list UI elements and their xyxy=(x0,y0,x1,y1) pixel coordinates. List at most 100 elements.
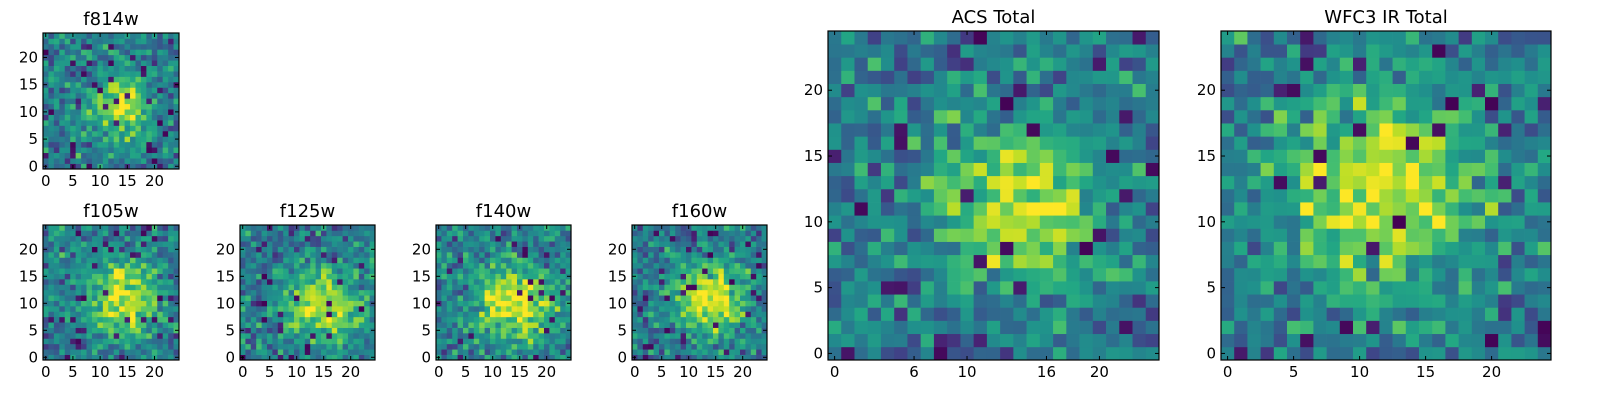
heatmap-pixel xyxy=(473,241,480,247)
heatmap-pixel xyxy=(304,241,311,247)
heatmap-pixel xyxy=(310,311,316,318)
heatmap-pixel xyxy=(1119,215,1133,229)
heatmap-pixel xyxy=(146,300,153,307)
heatmap-pixel xyxy=(261,235,268,242)
heatmap-pixel xyxy=(702,349,708,355)
heatmap-pixel xyxy=(452,262,458,269)
heatmap-pixel xyxy=(91,354,98,361)
heatmap-pixel xyxy=(277,289,284,296)
heatmap-pixel xyxy=(304,349,311,355)
heatmap-pixel xyxy=(1471,44,1486,58)
heatmap-pixel xyxy=(140,33,147,39)
panel-title: f105w xyxy=(83,201,138,222)
heatmap-pixel xyxy=(81,33,87,39)
heatmap-pixel xyxy=(484,322,491,328)
heatmap-pixel xyxy=(828,123,842,137)
heatmap-pixel xyxy=(1485,215,1499,229)
heatmap-pixel xyxy=(841,346,855,361)
heatmap-pixel xyxy=(729,300,735,307)
heatmap-pixel xyxy=(1511,241,1525,256)
heatmap-pixel xyxy=(446,322,453,328)
heatmap-pixel xyxy=(484,246,491,253)
heatmap-pixel xyxy=(1471,149,1486,163)
heatmap-pixel xyxy=(1471,202,1486,216)
heatmap-pixel xyxy=(1445,149,1459,163)
heatmap-pixel xyxy=(157,43,164,50)
heatmap-pixel xyxy=(75,71,82,77)
heatmap-pixel xyxy=(669,268,676,274)
heatmap-pixel xyxy=(97,268,104,274)
heatmap-pixel xyxy=(745,252,752,258)
heatmap-pixel xyxy=(59,257,66,264)
heatmap-pixel xyxy=(331,343,338,350)
heatmap-pixel xyxy=(299,333,306,339)
heatmap-pixel xyxy=(1326,202,1341,216)
heatmap-pixel xyxy=(1106,254,1120,269)
heatmap-pixel xyxy=(1313,281,1327,295)
heatmap-pixel xyxy=(331,289,338,296)
heatmap-pixel xyxy=(304,225,311,231)
heatmap-pixel xyxy=(140,349,147,355)
heatmap-pixel xyxy=(97,322,104,328)
heatmap-pixel xyxy=(146,71,153,77)
heatmap-pixel xyxy=(256,252,262,258)
heatmap-pixel xyxy=(97,71,104,77)
heatmap-pixel xyxy=(702,354,708,361)
heatmap-pixel xyxy=(718,225,725,231)
heatmap-pixel xyxy=(707,349,714,355)
heatmap-pixel xyxy=(348,279,354,285)
heatmap-pixel xyxy=(1013,44,1027,58)
heatmap-pixel xyxy=(81,289,87,296)
heatmap-pixel xyxy=(544,279,550,285)
heatmap-pixel xyxy=(669,333,676,339)
heatmap-pixel xyxy=(1353,96,1367,111)
heatmap-pixel xyxy=(1066,44,1080,58)
heatmap-pixel xyxy=(315,252,322,258)
heatmap-pixel xyxy=(659,268,665,274)
heatmap-pixel xyxy=(441,343,448,350)
heatmap-pixel xyxy=(48,114,55,121)
heatmap-pixel xyxy=(756,268,762,274)
heatmap-pixel xyxy=(446,257,453,264)
heatmap-pixel xyxy=(1392,70,1407,84)
heatmap-pixel xyxy=(680,316,687,323)
heatmap-pixel xyxy=(315,300,322,307)
heatmap-pixel xyxy=(1039,346,1054,361)
heatmap-pixel xyxy=(1013,346,1027,361)
heatmap-pixel xyxy=(288,284,295,291)
heatmap-pixel xyxy=(267,295,273,301)
heatmap-pixel xyxy=(321,268,327,274)
heatmap-pixel xyxy=(1405,162,1420,177)
heatmap-pixel xyxy=(1221,333,1235,348)
heatmap-pixel xyxy=(517,257,523,264)
heatmap-pixel xyxy=(500,343,507,350)
heatmap-pixel xyxy=(680,273,687,280)
heatmap-pixel xyxy=(1273,96,1288,111)
heatmap-pixel xyxy=(473,257,480,264)
heatmap-pixel xyxy=(986,162,1001,177)
heatmap-pixel xyxy=(1000,267,1014,282)
heatmap-pixel xyxy=(97,103,104,110)
heatmap-pixel xyxy=(1485,320,1499,335)
heatmap-pixel xyxy=(53,136,60,143)
heatmap-pixel xyxy=(130,38,136,45)
heatmap-pixel xyxy=(294,235,300,242)
heatmap-pixel xyxy=(750,230,757,237)
heatmap-pixel xyxy=(261,300,268,307)
heatmap-pixel xyxy=(686,327,692,334)
heatmap-pixel xyxy=(920,70,935,84)
heatmap-pixel xyxy=(151,43,158,50)
heatmap-pixel xyxy=(436,333,442,339)
heatmap-pixel xyxy=(533,230,539,237)
heatmap-pixel xyxy=(973,44,988,58)
heatmap-pixel xyxy=(664,311,671,318)
heatmap-pixel xyxy=(146,252,153,258)
heatmap-pixel xyxy=(124,284,131,291)
heatmap-pixel xyxy=(97,114,104,121)
heatmap-pixel xyxy=(1260,109,1275,124)
heatmap-pixel xyxy=(1445,188,1459,203)
heatmap-pixel xyxy=(637,241,644,247)
heatmap-pixel xyxy=(756,349,762,355)
heatmap-pixel xyxy=(632,235,638,242)
